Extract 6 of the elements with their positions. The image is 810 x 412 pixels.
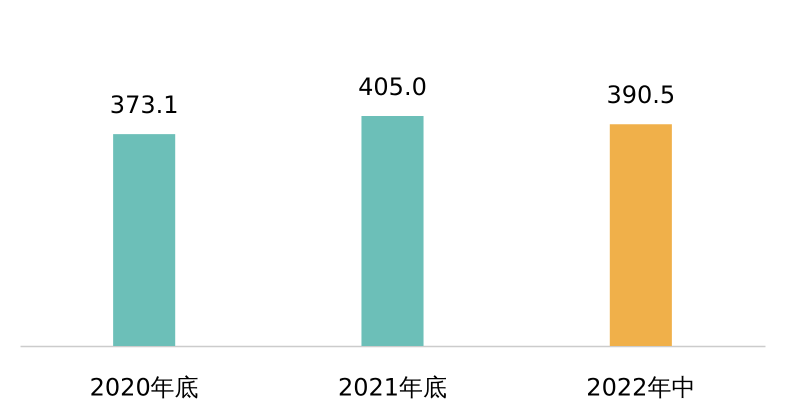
data-label: 405.0 <box>358 73 427 101</box>
x-tick-label: 2021年底 <box>338 374 448 402</box>
x-tick-label: 2022年中 <box>586 374 696 402</box>
data-label: 373.1 <box>110 91 179 120</box>
x-tick-label: 2020年底 <box>90 374 199 402</box>
data-label: 390.5 <box>606 81 676 110</box>
